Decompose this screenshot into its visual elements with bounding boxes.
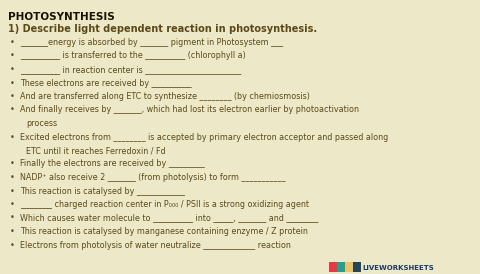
Text: Which causes water molecule to __________ into _____, _______ and ________: Which causes water molecule to _________… [20,213,318,222]
Text: Electrons from photolysis of water neutralize _____________ reaction: Electrons from photolysis of water neutr… [20,241,291,250]
Text: __________ in reaction center is ________________________: __________ in reaction center is _______… [20,65,241,74]
FancyBboxPatch shape [329,262,337,272]
Text: This reaction is catalysed by ____________: This reaction is catalysed by __________… [20,187,185,196]
Text: •: • [10,92,15,101]
Text: These electrons are received by __________: These electrons are received by ________… [20,78,192,87]
Text: •: • [10,173,15,182]
Text: This reaction is catalysed by manganese containing enzyme / Z protein: This reaction is catalysed by manganese … [20,227,308,236]
Text: •: • [10,200,15,209]
Text: •: • [10,227,15,236]
Text: LIVEWORKSHEETS: LIVEWORKSHEETS [363,265,434,271]
FancyBboxPatch shape [345,262,353,272]
Text: •: • [10,38,15,47]
Text: PHOTOSYNTHESIS: PHOTOSYNTHESIS [8,12,115,22]
FancyBboxPatch shape [337,262,345,272]
Text: •: • [10,52,15,61]
Text: Finally the electrons are received by _________: Finally the electrons are received by __… [20,159,205,169]
Text: •: • [10,187,15,196]
Text: •: • [10,105,15,115]
Text: •: • [10,213,15,222]
Text: •: • [10,65,15,74]
Text: •: • [10,241,15,250]
Text: NADP⁺ also receive 2 _______ (from photolysis) to form ___________: NADP⁺ also receive 2 _______ (from photo… [20,173,286,182]
Text: ________ charged reaction center in P₀₀₀ / PSII is a strong oxidizing agent: ________ charged reaction center in P₀₀₀… [20,200,309,209]
Text: ETC until it reaches Ferredoxin / Fd: ETC until it reaches Ferredoxin / Fd [26,146,166,155]
Text: Excited electrons from ________ is accepted by primary electron acceptor and pas: Excited electrons from ________ is accep… [20,133,388,141]
Text: •: • [10,159,15,169]
Text: •: • [10,133,15,141]
FancyBboxPatch shape [353,262,361,272]
Text: 1) Describe light dependent reaction in photosynthesis.: 1) Describe light dependent reaction in … [8,24,317,34]
Text: __________ is transferred to the __________ (chlorophyll a): __________ is transferred to the _______… [20,52,246,61]
Text: And are transferred along ETC to synthesize ________ (by chemiosmosis): And are transferred along ETC to synthes… [20,92,310,101]
Text: _______energy is absorbed by _______ pigment in Photosystem ___: _______energy is absorbed by _______ pig… [20,38,283,47]
Text: process: process [26,119,57,128]
Text: •: • [10,78,15,87]
Text: And finally receives by _______, which had lost its electron earlier by photoact: And finally receives by _______, which h… [20,105,359,115]
